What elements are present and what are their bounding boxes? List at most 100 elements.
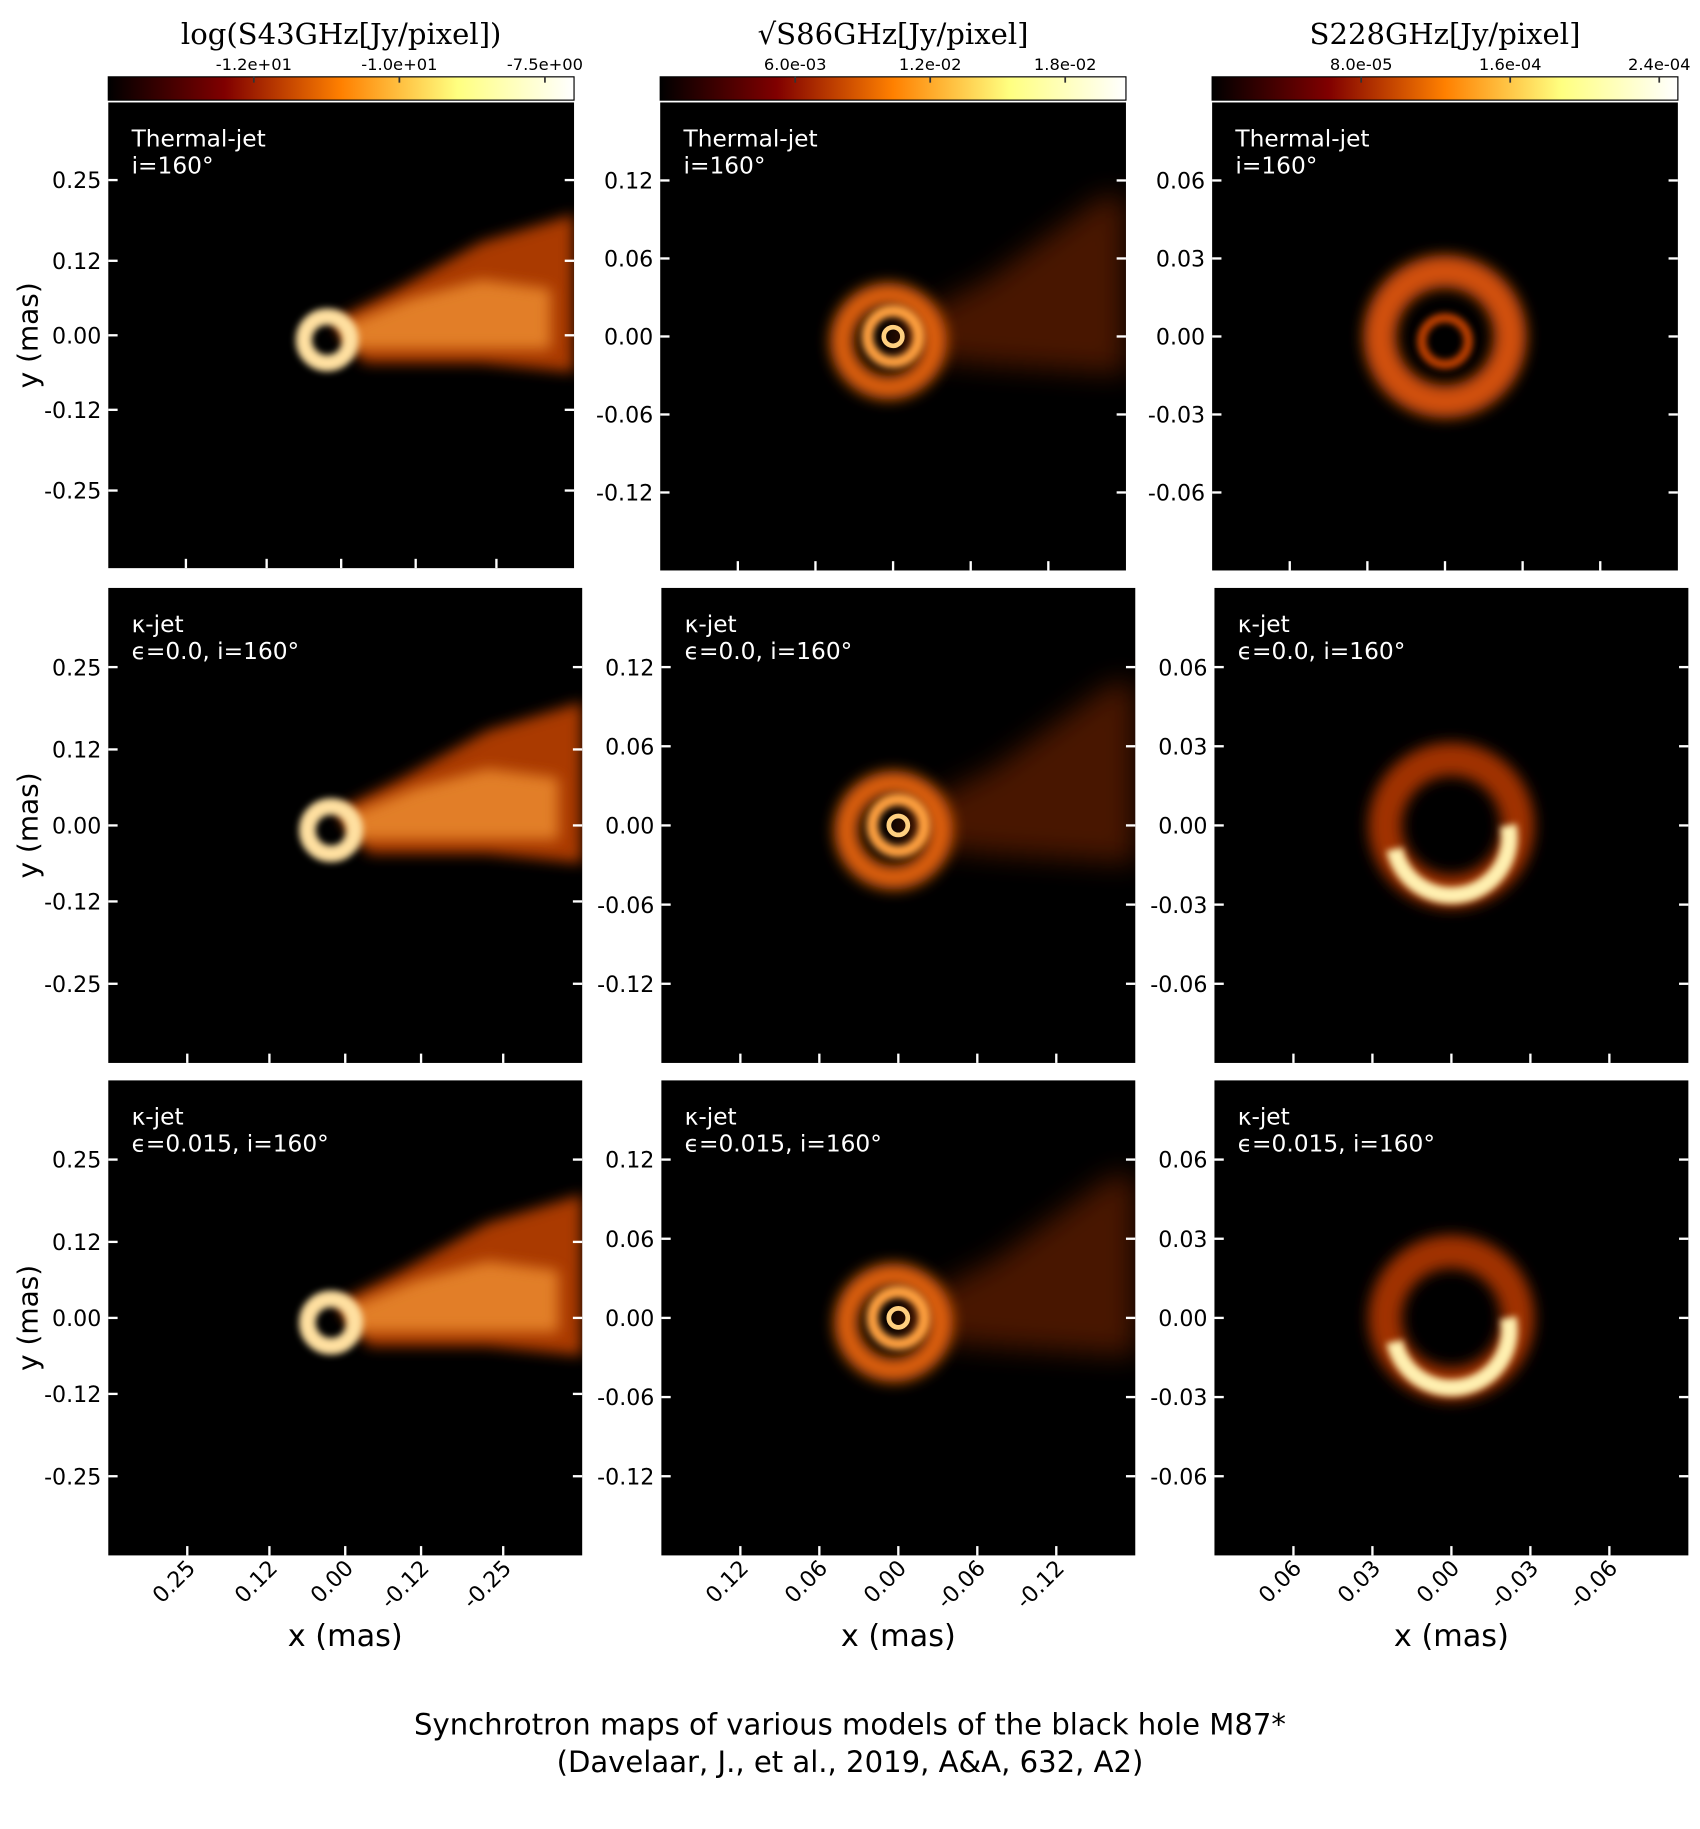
y-tick-label: 0.06 bbox=[1158, 655, 1207, 681]
colorbar-tick-label: 1.2e-02 bbox=[899, 55, 962, 74]
panel-label: κ-jet bbox=[132, 1104, 184, 1131]
y-tick-label: -0.12 bbox=[44, 398, 101, 424]
y-tick-label: -0.12 bbox=[597, 972, 654, 998]
x-tick-label: 0.00 bbox=[306, 1555, 359, 1608]
ring-emission bbox=[299, 798, 364, 863]
x-tick-label: 0.03 bbox=[1333, 1555, 1386, 1608]
y-tick-label: -0.12 bbox=[44, 890, 101, 916]
panel-label: ϵ=0.0, i=160° bbox=[1238, 638, 1406, 665]
y-tick-label: 0.03 bbox=[1156, 247, 1205, 273]
x-axis-label: x (mas) bbox=[1394, 1619, 1509, 1654]
image-panel bbox=[1214, 587, 1689, 1063]
y-tick-label: 0.06 bbox=[605, 1227, 654, 1253]
x-tick-label: -0.03 bbox=[1485, 1555, 1544, 1614]
ring-emission bbox=[830, 282, 947, 400]
panel-label: ϵ=0.015, i=160° bbox=[132, 1130, 329, 1157]
panel-label: i=160° bbox=[132, 152, 214, 179]
y-tick-label: 0.25 bbox=[52, 655, 101, 681]
ring-emission bbox=[299, 1290, 364, 1355]
y-tick-label: 0.12 bbox=[604, 169, 653, 195]
x-tick-label: 0.00 bbox=[859, 1555, 912, 1608]
colorbar-title: √S86GHz[Jy/pixel] bbox=[758, 17, 1029, 51]
y-tick-label: 0.06 bbox=[1158, 1148, 1207, 1174]
panel-label: Thermal-jet bbox=[682, 126, 817, 153]
jet-emission bbox=[341, 279, 551, 350]
y-tick-label: 0.00 bbox=[1156, 325, 1205, 351]
y-tick-label: -0.06 bbox=[1148, 481, 1205, 507]
y-axis-label: y (mas) bbox=[11, 772, 44, 878]
ring-emission bbox=[1417, 313, 1473, 370]
y-tick-label: 0.00 bbox=[1158, 814, 1207, 840]
y-tick-label: 0.03 bbox=[1158, 734, 1207, 760]
x-tick-label: -0.12 bbox=[376, 1555, 435, 1614]
x-axis-label: x (mas) bbox=[841, 1619, 956, 1654]
y-tick-label: 0.00 bbox=[52, 814, 101, 840]
emission-map bbox=[1368, 742, 1535, 909]
ring-emission bbox=[1386, 1316, 1518, 1397]
panel-label: i=160° bbox=[683, 152, 765, 179]
colorbar bbox=[659, 76, 1127, 101]
colorbar-tick-label: 1.8e-02 bbox=[1034, 55, 1097, 74]
ring-emission bbox=[886, 1306, 911, 1330]
caption-line: (Davelaar, J., et al., 2019, A&A, 632, A… bbox=[557, 1745, 1144, 1779]
y-tick-label: 0.12 bbox=[52, 249, 101, 275]
y-tick-label: -0.25 bbox=[44, 972, 101, 998]
y-tick-label: 0.06 bbox=[605, 734, 654, 760]
y-tick-label: -0.06 bbox=[597, 1385, 654, 1411]
x-tick-label: 0.06 bbox=[1254, 1555, 1307, 1608]
ring-emission bbox=[834, 770, 953, 890]
y-tick-label: 0.12 bbox=[52, 738, 101, 764]
emission-map bbox=[830, 196, 1126, 400]
y-tick-label: 0.25 bbox=[52, 1148, 101, 1174]
colorbar-tick-label: 2.4e-04 bbox=[1628, 55, 1691, 74]
emission-map bbox=[299, 701, 583, 864]
y-tick-label: 0.12 bbox=[605, 655, 654, 681]
emission-map bbox=[299, 1194, 583, 1356]
panel-label: κ-jet bbox=[685, 611, 737, 638]
y-tick-label: 0.25 bbox=[52, 168, 101, 194]
colorbar-title: S228GHz[Jy/pixel] bbox=[1310, 17, 1581, 51]
ring-emission bbox=[1386, 823, 1518, 904]
caption-line: Synchrotron maps of various models of th… bbox=[414, 1708, 1286, 1742]
panel-label: Thermal-jet bbox=[1234, 126, 1369, 153]
y-axis-label: y (mas) bbox=[11, 282, 44, 388]
y-tick-label: -0.03 bbox=[1150, 893, 1207, 919]
y-tick-label: 0.12 bbox=[52, 1230, 101, 1256]
emission-map bbox=[834, 682, 1136, 890]
jet-emission bbox=[345, 1260, 559, 1333]
panel-label: ϵ=0.0, i=160° bbox=[685, 638, 853, 665]
y-tick-label: 0.00 bbox=[605, 1306, 654, 1332]
panel-label: κ-jet bbox=[1238, 611, 1290, 638]
jet-emission bbox=[898, 1175, 1136, 1356]
image-panel bbox=[1214, 1080, 1689, 1556]
colorbar-tick-label: -1.2e+01 bbox=[216, 55, 292, 74]
y-tick-label: -0.03 bbox=[1150, 1385, 1207, 1411]
image-panel bbox=[1212, 102, 1678, 571]
y-tick-label: 0.00 bbox=[52, 1306, 101, 1332]
jet-emission bbox=[893, 196, 1126, 374]
emission-map bbox=[1368, 1234, 1535, 1401]
panel-label: Thermal-jet bbox=[131, 126, 266, 153]
y-tick-label: 0.03 bbox=[1158, 1227, 1207, 1253]
y-axis-label: y (mas) bbox=[11, 1265, 44, 1371]
ring-emission bbox=[295, 308, 359, 372]
panel-label: κ-jet bbox=[1238, 1104, 1290, 1131]
colorbar-title: log(S43GHz[Jy/pixel]) bbox=[181, 17, 502, 51]
ring-emission bbox=[861, 305, 925, 368]
y-tick-label: 0.00 bbox=[605, 814, 654, 840]
x-tick-label: 0.12 bbox=[230, 1555, 283, 1608]
y-tick-label: 0.00 bbox=[52, 323, 101, 349]
colorbar bbox=[107, 76, 575, 101]
jet-emission bbox=[898, 682, 1136, 864]
ring-emission bbox=[866, 793, 931, 858]
ring-emission bbox=[866, 1285, 931, 1350]
emission-map bbox=[295, 214, 575, 373]
y-tick-label: -0.12 bbox=[44, 1382, 101, 1408]
x-tick-label: -0.06 bbox=[1564, 1555, 1623, 1614]
panel-label: ϵ=0.0, i=160° bbox=[132, 638, 300, 665]
x-tick-label: 0.12 bbox=[701, 1555, 754, 1608]
x-tick-label: -0.12 bbox=[1011, 1555, 1070, 1614]
y-tick-label: -0.25 bbox=[44, 1464, 101, 1490]
colorbar bbox=[1211, 76, 1679, 101]
